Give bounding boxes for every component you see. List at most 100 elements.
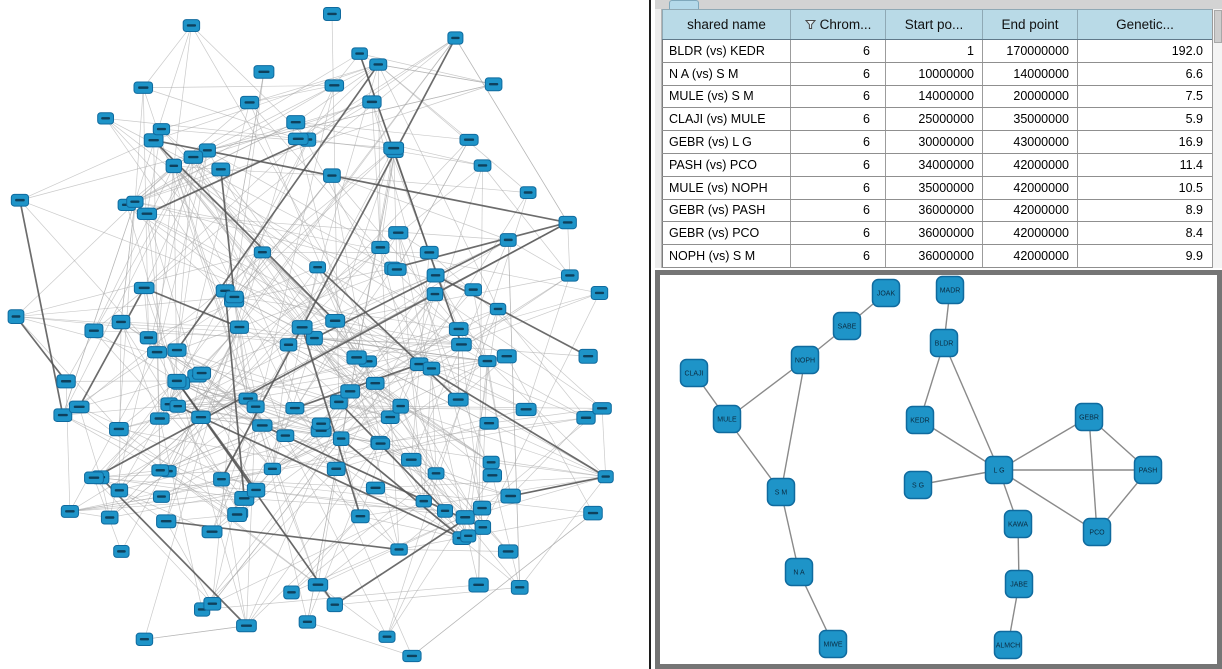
network-node[interactable] xyxy=(576,411,596,425)
network-node[interactable] xyxy=(246,482,266,498)
network-node[interactable] xyxy=(84,471,104,485)
network-node[interactable] xyxy=(578,348,598,364)
network-node[interactable] xyxy=(464,283,482,297)
network-node[interactable] xyxy=(329,394,348,410)
network-node[interactable] xyxy=(143,133,164,148)
network-node[interactable] xyxy=(213,472,230,487)
network-node[interactable] xyxy=(474,520,492,535)
network-node[interactable] xyxy=(311,417,331,431)
network-node[interactable] xyxy=(279,338,298,352)
network-node[interactable] xyxy=(147,346,168,359)
network-node[interactable]: CLAJI xyxy=(679,358,709,388)
network-node[interactable] xyxy=(246,400,265,414)
network-node[interactable] xyxy=(590,286,609,301)
network-node[interactable] xyxy=(383,141,405,155)
network-node[interactable] xyxy=(427,467,445,480)
network-node[interactable] xyxy=(298,615,317,629)
network-node[interactable] xyxy=(558,215,577,230)
network-node[interactable] xyxy=(448,322,469,336)
network-node[interactable] xyxy=(365,376,385,390)
network-node[interactable] xyxy=(169,399,186,413)
network-node[interactable] xyxy=(110,483,129,498)
network-node[interactable]: MULE xyxy=(712,404,742,434)
network-node[interactable] xyxy=(133,81,154,94)
network-node[interactable] xyxy=(97,112,115,125)
network-node[interactable] xyxy=(325,314,346,328)
network-node[interactable] xyxy=(156,514,177,529)
network-node[interactable] xyxy=(422,361,441,376)
network-node[interactable]: PCO xyxy=(1082,517,1112,547)
network-node[interactable] xyxy=(167,343,187,357)
network-node[interactable]: BLDR xyxy=(929,328,959,358)
network-node[interactable] xyxy=(351,509,370,524)
tab-fragment[interactable] xyxy=(669,0,699,9)
network-node[interactable] xyxy=(326,597,343,613)
table-row[interactable]: N A (vs) S M 6 10000000 14000000 6.6 xyxy=(662,62,1213,86)
network-node[interactable]: ALMCH xyxy=(993,630,1023,660)
network-node[interactable]: NOPH xyxy=(790,345,820,375)
network-node[interactable] xyxy=(515,402,537,417)
network-node[interactable]: L G xyxy=(984,455,1014,485)
table-row[interactable]: CLAJI (vs) MULE 6 25000000 35000000 5.9 xyxy=(662,107,1213,132)
network-node[interactable] xyxy=(135,632,154,646)
network-node[interactable] xyxy=(388,226,409,240)
network-node[interactable] xyxy=(365,481,386,495)
network-node[interactable] xyxy=(497,544,519,559)
network-node[interactable] xyxy=(583,505,603,521)
network-edge[interactable] xyxy=(998,416,1090,471)
table-scrollbar-thumb[interactable] xyxy=(1214,10,1222,43)
network-node[interactable] xyxy=(392,398,409,414)
network-node[interactable] xyxy=(68,400,90,414)
network-node[interactable] xyxy=(459,133,479,146)
network-node[interactable] xyxy=(380,410,400,424)
network-node[interactable] xyxy=(149,412,170,425)
network-node[interactable] xyxy=(451,337,472,352)
column-header-chromosome[interactable]: Chrom... xyxy=(790,9,886,40)
network-node[interactable] xyxy=(447,392,469,407)
network-node[interactable] xyxy=(291,320,313,335)
network-node[interactable] xyxy=(225,290,244,304)
table-row[interactable]: GEBR (vs) PASH 6 36000000 42000000 8.9 xyxy=(662,199,1213,223)
network-node[interactable] xyxy=(369,58,388,71)
network-node[interactable] xyxy=(592,402,612,415)
network-node[interactable] xyxy=(326,461,346,477)
network-node[interactable] xyxy=(460,529,477,543)
network-node[interactable] xyxy=(60,504,79,518)
network-node[interactable]: GEBR xyxy=(1074,402,1104,432)
network-node[interactable] xyxy=(473,159,492,172)
table-row[interactable]: GEBR (vs) PCO 6 36000000 42000000 8.4 xyxy=(662,221,1213,246)
network-node[interactable]: KEDR xyxy=(905,405,935,435)
network-node[interactable] xyxy=(323,168,341,183)
network-node[interactable]: MADR xyxy=(935,275,965,305)
network-node[interactable] xyxy=(510,580,529,595)
result-network-canvas[interactable]: JOAK MADR SABE NOPH CLAJI MULE BLDR KEDR GEBR PAS… xyxy=(660,275,1217,664)
network-node[interactable] xyxy=(191,410,211,424)
network-node[interactable] xyxy=(276,429,295,442)
network-node[interactable] xyxy=(152,490,170,503)
network-node[interactable] xyxy=(10,193,30,207)
table-row[interactable]: MULE (vs) S M 6 14000000 20000000 7.5 xyxy=(662,85,1213,109)
network-node[interactable] xyxy=(332,431,350,446)
network-node[interactable] xyxy=(371,437,391,450)
network-node[interactable] xyxy=(340,384,361,399)
network-node[interactable] xyxy=(401,452,422,467)
network-node[interactable] xyxy=(447,31,464,45)
network-node[interactable] xyxy=(306,330,323,346)
overview-network-canvas[interactable] xyxy=(0,0,650,669)
network-node[interactable] xyxy=(346,350,367,365)
network-node[interactable] xyxy=(472,500,492,516)
network-node[interactable] xyxy=(286,115,306,130)
network-node[interactable] xyxy=(390,543,408,556)
network-node[interactable] xyxy=(111,314,131,330)
network-node[interactable] xyxy=(201,525,223,539)
network-node[interactable] xyxy=(152,123,171,136)
network-node[interactable] xyxy=(253,246,271,259)
network-node[interactable] xyxy=(211,162,231,177)
network-node[interactable] xyxy=(499,233,517,247)
table-row[interactable]: PASH (vs) PCO 6 34000000 42000000 11.4 xyxy=(662,153,1213,177)
network-node[interactable] xyxy=(198,143,216,158)
network-node[interactable] xyxy=(468,577,489,593)
network-node[interactable] xyxy=(519,186,537,199)
network-node[interactable] xyxy=(133,281,155,295)
network-node[interactable] xyxy=(597,470,614,484)
